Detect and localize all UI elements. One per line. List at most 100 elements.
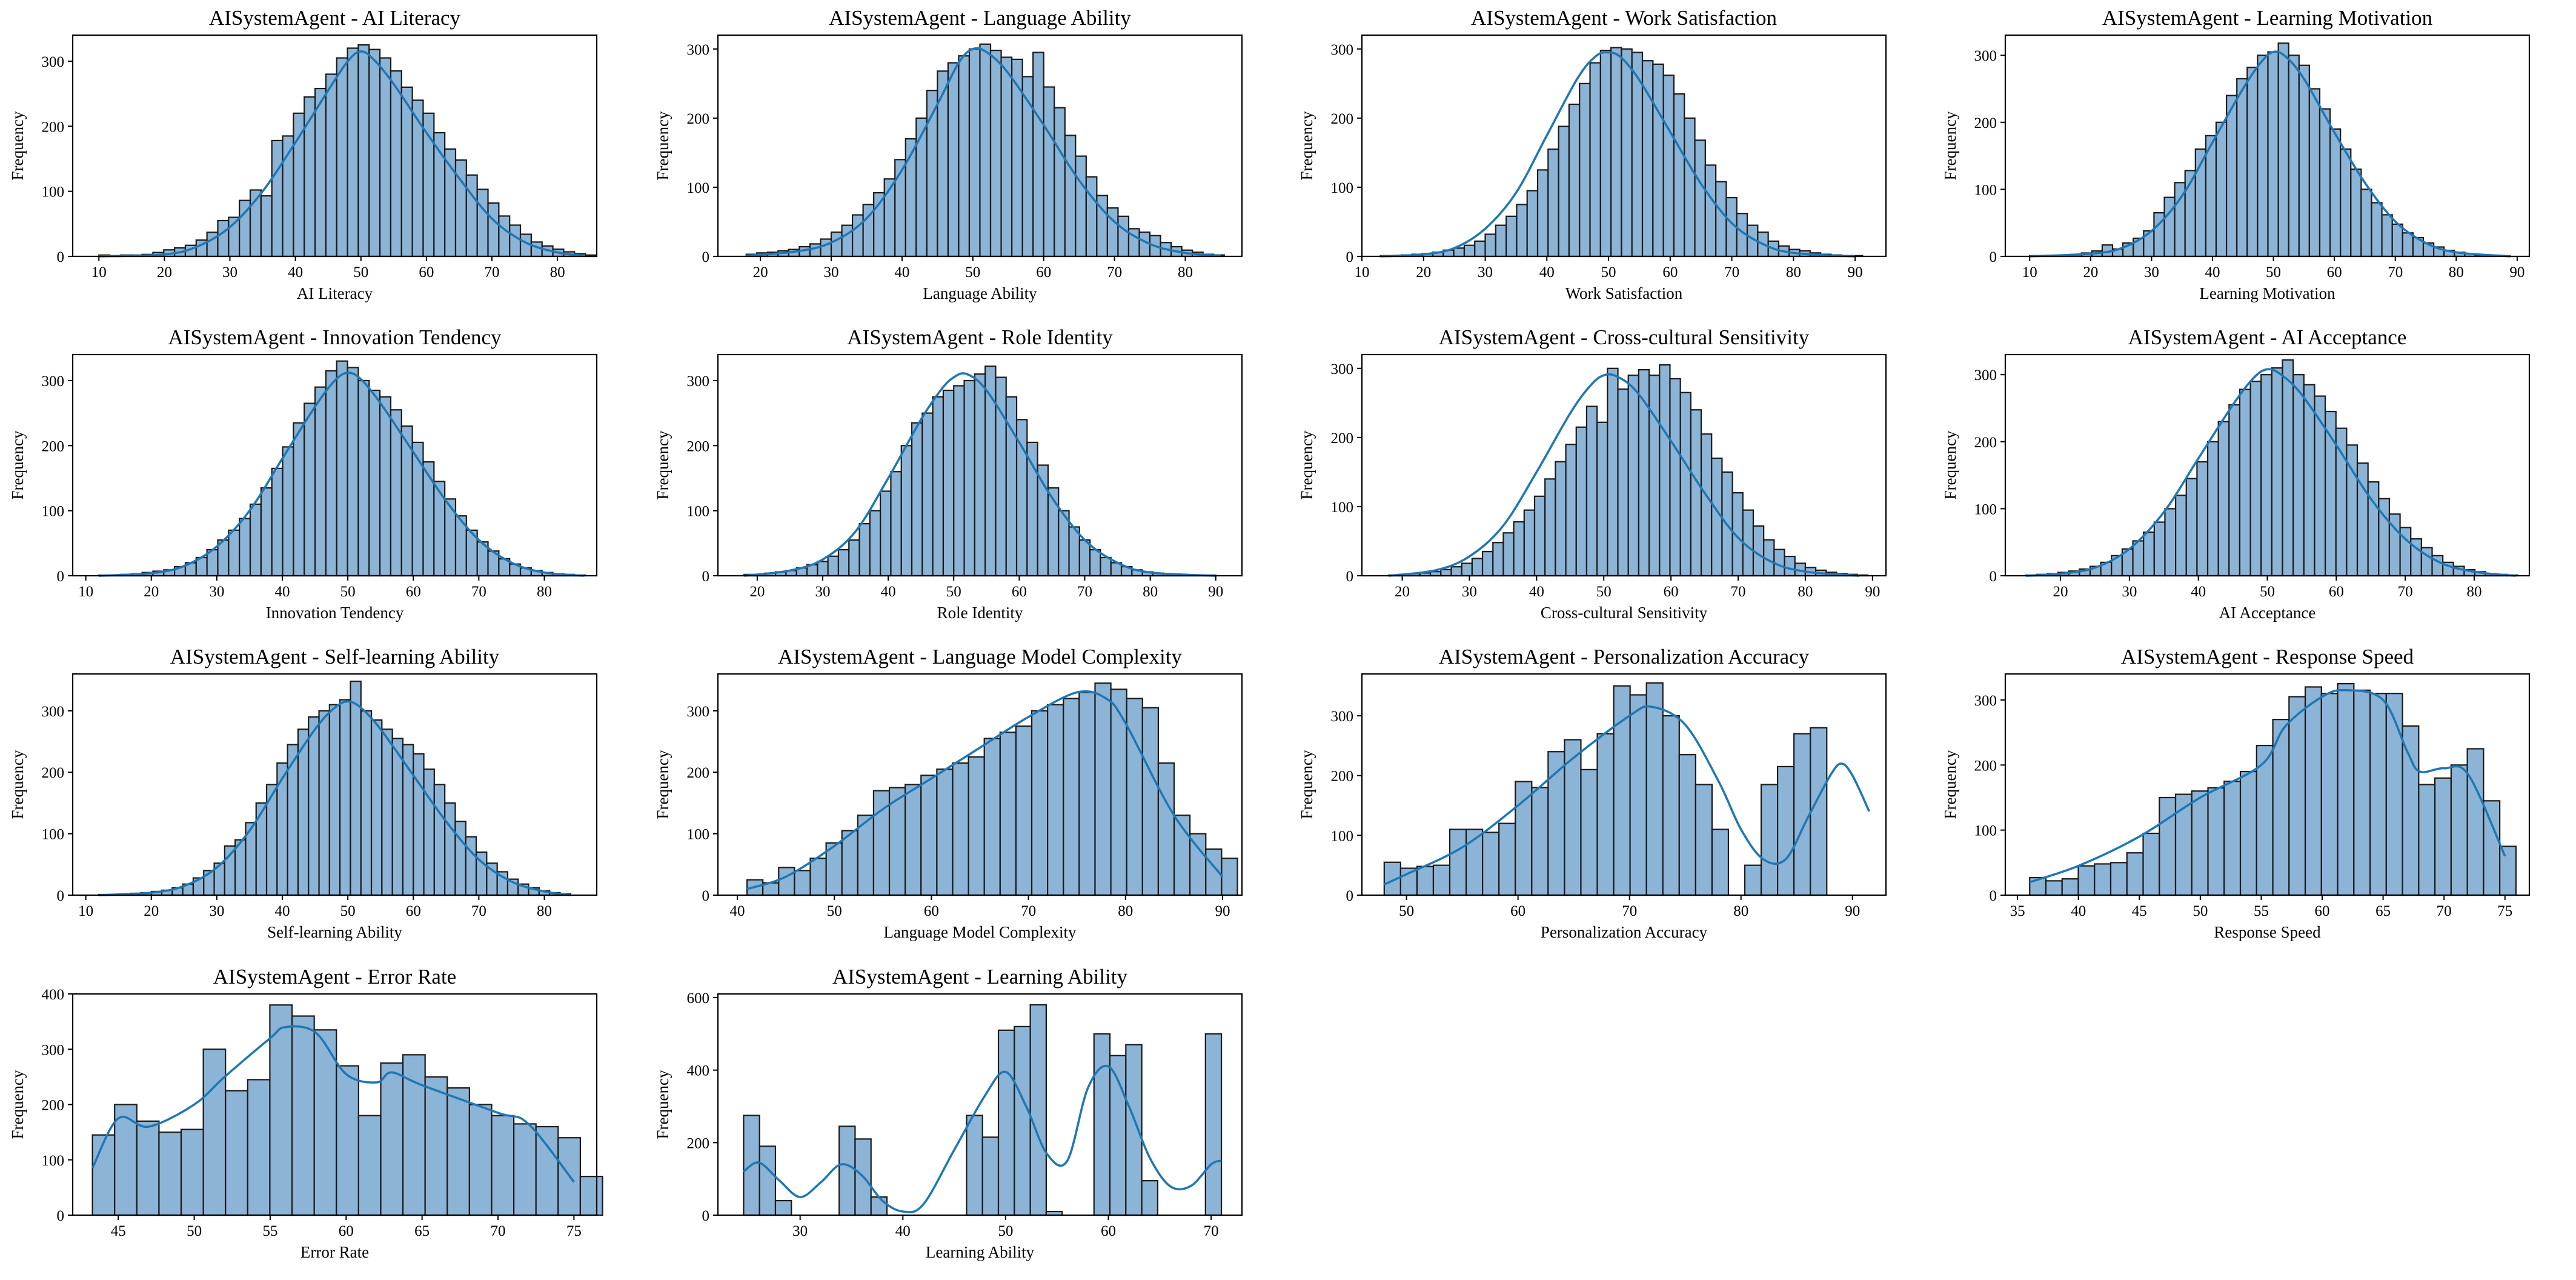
histogram-bar: [974, 373, 986, 577]
histogram-bar: [2163, 196, 2176, 258]
histogram-bar: [1440, 568, 1452, 577]
histogram-bar: [2164, 508, 2177, 577]
histogram-bar: [1715, 181, 1727, 258]
histogram-bar: [2110, 862, 2128, 896]
x-tick-label: 70: [1021, 903, 1036, 919]
x-tick-label: 40: [275, 903, 290, 919]
histogram-bar: [2329, 128, 2342, 258]
x-tick-label: 20: [2053, 584, 2068, 600]
y-axis-label: Frequency: [1941, 430, 1959, 499]
histogram-bar: [1453, 247, 1466, 258]
histogram-panel: 50 60 70 80 90 0 100 200 300 AISystemAgent - Pers…: [1298, 645, 1887, 941]
axes-frame: [717, 353, 1243, 577]
x-axis-label: Cross-cultural Sensitivity: [1541, 604, 1708, 622]
histogram-bar: [513, 1123, 537, 1216]
histogram-bar: [2319, 108, 2331, 258]
y-tick-label: 300: [687, 373, 710, 390]
histogram-bar: [1544, 478, 1556, 577]
histogram-bar: [491, 1115, 515, 1216]
kde-curve: [2029, 688, 2506, 884]
histogram-bar: [920, 775, 938, 896]
y-tick-label: 200: [687, 111, 710, 127]
y-axis-label: Frequency: [654, 111, 672, 180]
histogram-bar: [1673, 93, 1685, 258]
histogram-bar: [249, 503, 262, 577]
x-tick-label: 50: [1601, 264, 1616, 281]
histogram-bar: [880, 490, 892, 577]
x-tick-label: 40: [730, 903, 745, 919]
y-tick-label: 200: [687, 1135, 710, 1152]
histogram-bar: [809, 858, 827, 896]
histogram-bar: [239, 518, 251, 577]
histogram-bar: [958, 55, 971, 258]
histogram-bar: [1784, 555, 1796, 577]
y-tick-label: 300: [42, 373, 65, 390]
chart-title: AISystemAgent - AI Acceptance: [2128, 325, 2407, 349]
histogram-panel: 10 20 30 40 50 60 70 80 90 0 100 200 300 AISystemAgen…: [1298, 6, 1887, 302]
x-tick-label: 60: [1012, 584, 1027, 600]
x-tick-label: 40: [881, 584, 896, 600]
x-tick-label: 75: [2497, 903, 2512, 919]
histogram-bar: [1014, 1025, 1031, 1216]
x-axis-label: Role Identity: [937, 604, 1023, 622]
histogram-panel: 20 30 40 50 60 70 80 0 100 200 300 AISystemAgent - …: [1941, 325, 2531, 622]
histogram-bar: [293, 422, 305, 577]
histogram-bar: [91, 1134, 116, 1216]
histogram-bar: [1047, 704, 1064, 896]
histogram-bar: [2257, 55, 2269, 258]
histogram-bar: [325, 73, 337, 258]
histogram-bar: [1461, 562, 1473, 577]
x-axis-label: Innovation Tendency: [266, 604, 404, 622]
histogram-bar: [328, 704, 341, 896]
x-tick-label: 60: [2327, 264, 2342, 281]
y-tick-label: 600: [687, 990, 710, 1007]
histogram-bar: [1704, 164, 1717, 258]
x-tick-label: 10: [78, 584, 93, 600]
histogram-bar: [2191, 790, 2209, 896]
y-tick-label: 200: [687, 765, 710, 781]
y-tick-label: 0: [1346, 568, 1354, 585]
x-tick-label: 20: [749, 584, 765, 600]
histogram-bar: [2175, 495, 2187, 577]
kde-curve: [1384, 705, 1871, 885]
histogram-bar: [1648, 375, 1661, 577]
histogram-bar: [1575, 426, 1588, 577]
y-tick-label: 200: [687, 438, 710, 455]
x-axis-label: Learning Motivation: [2199, 284, 2335, 302]
histogram-bar: [1533, 495, 1546, 577]
histogram-bar: [350, 681, 362, 896]
axes-frame: [1361, 673, 1887, 896]
histogram-bar: [260, 487, 273, 577]
histogram-bar: [1580, 768, 1598, 896]
histogram-bar: [953, 385, 965, 577]
histogram-bar: [1463, 244, 1476, 258]
y-tick-label: 100: [42, 827, 65, 843]
histogram-bar: [282, 446, 294, 577]
x-tick-label: 65: [2375, 903, 2391, 919]
histogram-bar: [291, 1015, 315, 1216]
histogram-bar: [2499, 845, 2517, 896]
y-tick-label: 100: [1974, 182, 1997, 198]
histogram-bar: [368, 48, 381, 258]
y-axis-label: Frequency: [1941, 750, 1959, 819]
histogram-bar: [1032, 52, 1044, 258]
y-tick-label: 300: [687, 42, 710, 58]
x-tick-label: 70: [471, 903, 486, 919]
x-axis-label: Self-learning Ability: [267, 923, 402, 941]
histogram-bar: [2143, 532, 2155, 577]
x-tick-label: 55: [262, 1223, 277, 1239]
y-axis-label: Frequency: [8, 111, 27, 180]
histogram-bar: [158, 1132, 182, 1216]
histogram-bar: [1029, 1004, 1047, 1216]
histogram-bar: [1100, 556, 1112, 577]
histogram-bar: [2288, 55, 2300, 258]
x-tick-label: 80: [1733, 903, 1748, 919]
histogram-bar: [838, 1125, 856, 1216]
x-tick-label: 50: [187, 1223, 202, 1239]
histogram-bar: [979, 43, 992, 258]
histogram-bar: [963, 379, 975, 577]
x-tick-label: 50: [340, 584, 356, 600]
histogram-bar: [2215, 121, 2228, 258]
histogram-bar: [952, 762, 969, 896]
x-tick-label: 60: [2329, 584, 2344, 600]
